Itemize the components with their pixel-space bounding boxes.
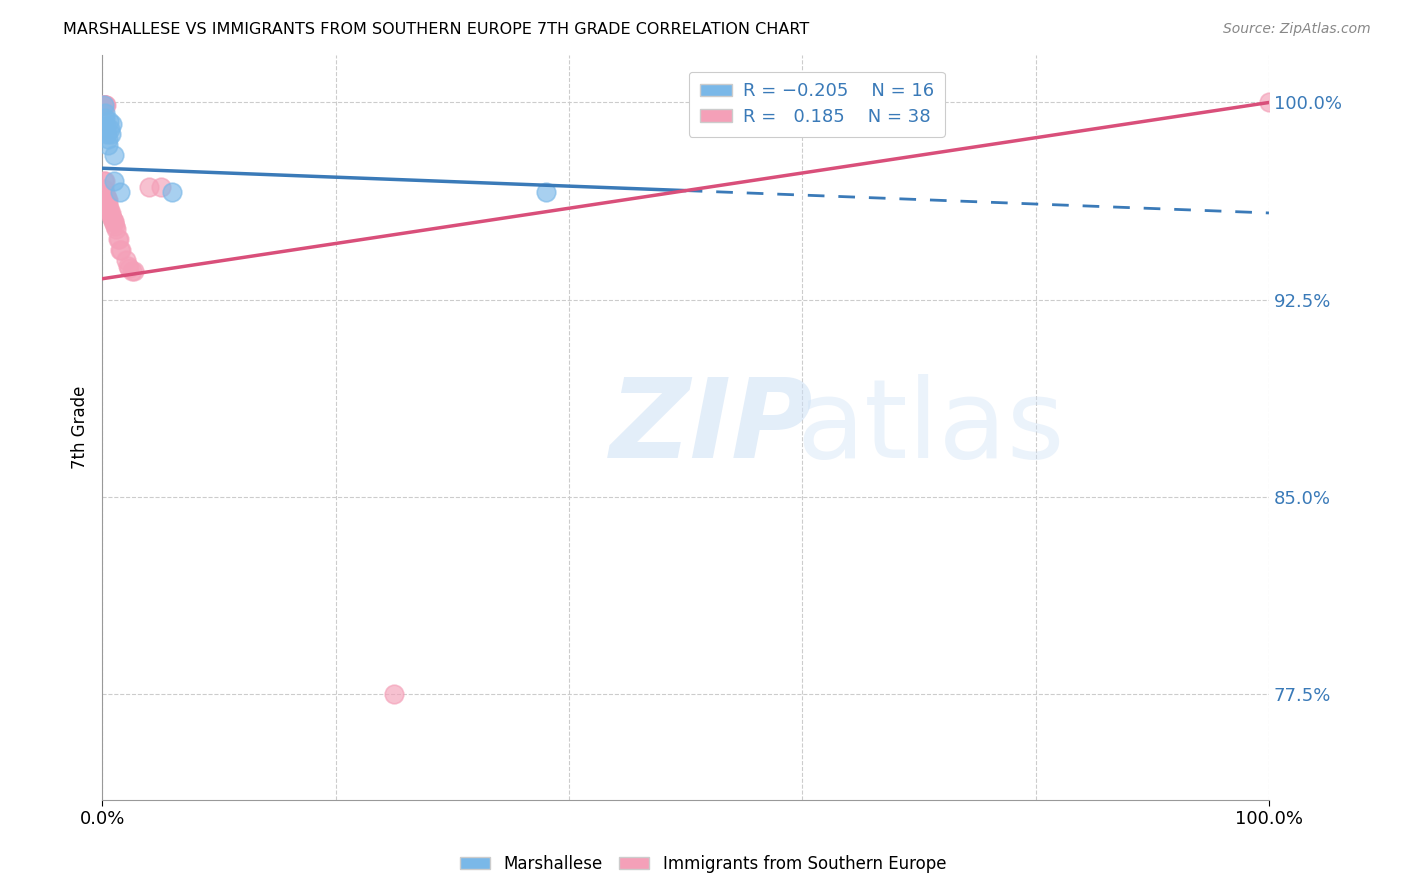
Point (98, 201, 121, 215)
Text: atlas: atlas (796, 374, 1064, 481)
Y-axis label: 7th Grade: 7th Grade (72, 385, 89, 469)
Point (97, 132, 120, 146)
Point (98, 114, 121, 128)
Point (108, 185, 131, 199)
Point (98, 121, 121, 136)
Text: MARSHALLESE VS IMMIGRANTS FROM SOUTHERN EUROPE 7TH GRADE CORRELATION CHART: MARSHALLESE VS IMMIGRANTS FROM SOUTHERN … (63, 22, 810, 37)
Point (534, 185, 557, 199)
Point (94, 112, 117, 126)
Point (117, 259, 139, 273)
Point (162, 185, 184, 199)
Point (97, 137, 120, 152)
Point (103, 217, 125, 231)
Point (93, 174, 115, 188)
Point (98, 206, 121, 220)
Point (93, 182, 115, 196)
Point (94, 98, 117, 112)
Point (107, 232, 129, 246)
Point (108, 243, 131, 257)
Point (93, 98, 115, 112)
Point (94, 106, 117, 120)
Point (96, 193, 118, 207)
Point (97, 193, 120, 207)
Point (100, 127, 122, 141)
Point (122, 264, 145, 278)
Point (103, 148, 125, 162)
Point (96, 127, 118, 141)
Point (1258, 95, 1281, 110)
Point (107, 232, 129, 246)
Point (100, 211, 122, 226)
Point (100, 206, 122, 220)
Point (101, 214, 124, 228)
Point (96, 193, 118, 207)
Point (94, 187, 117, 202)
Point (118, 261, 141, 276)
Point (93, 98, 115, 112)
Point (103, 214, 125, 228)
Point (94, 98, 117, 112)
Point (105, 221, 128, 235)
Point (101, 116, 124, 130)
Point (382, 687, 405, 701)
Text: ZIP: ZIP (610, 374, 813, 481)
Legend: R = −0.205    N = 16, R =   0.185    N = 38: R = −0.205 N = 16, R = 0.185 N = 38 (689, 71, 945, 136)
Point (104, 219, 127, 233)
Point (149, 179, 172, 194)
Point (94, 98, 117, 112)
Point (114, 253, 136, 268)
Point (93, 98, 115, 112)
Point (101, 211, 124, 226)
Point (97, 198, 120, 212)
Point (94, 119, 117, 133)
Point (103, 174, 125, 188)
Point (138, 179, 160, 194)
Point (110, 243, 132, 257)
Point (94, 187, 117, 202)
Legend: Marshallese, Immigrants from Southern Europe: Marshallese, Immigrants from Southern Eu… (453, 848, 953, 880)
Text: Source: ZipAtlas.com: Source: ZipAtlas.com (1223, 22, 1371, 37)
Point (94, 174, 117, 188)
Point (93, 98, 115, 112)
Point (121, 264, 143, 278)
